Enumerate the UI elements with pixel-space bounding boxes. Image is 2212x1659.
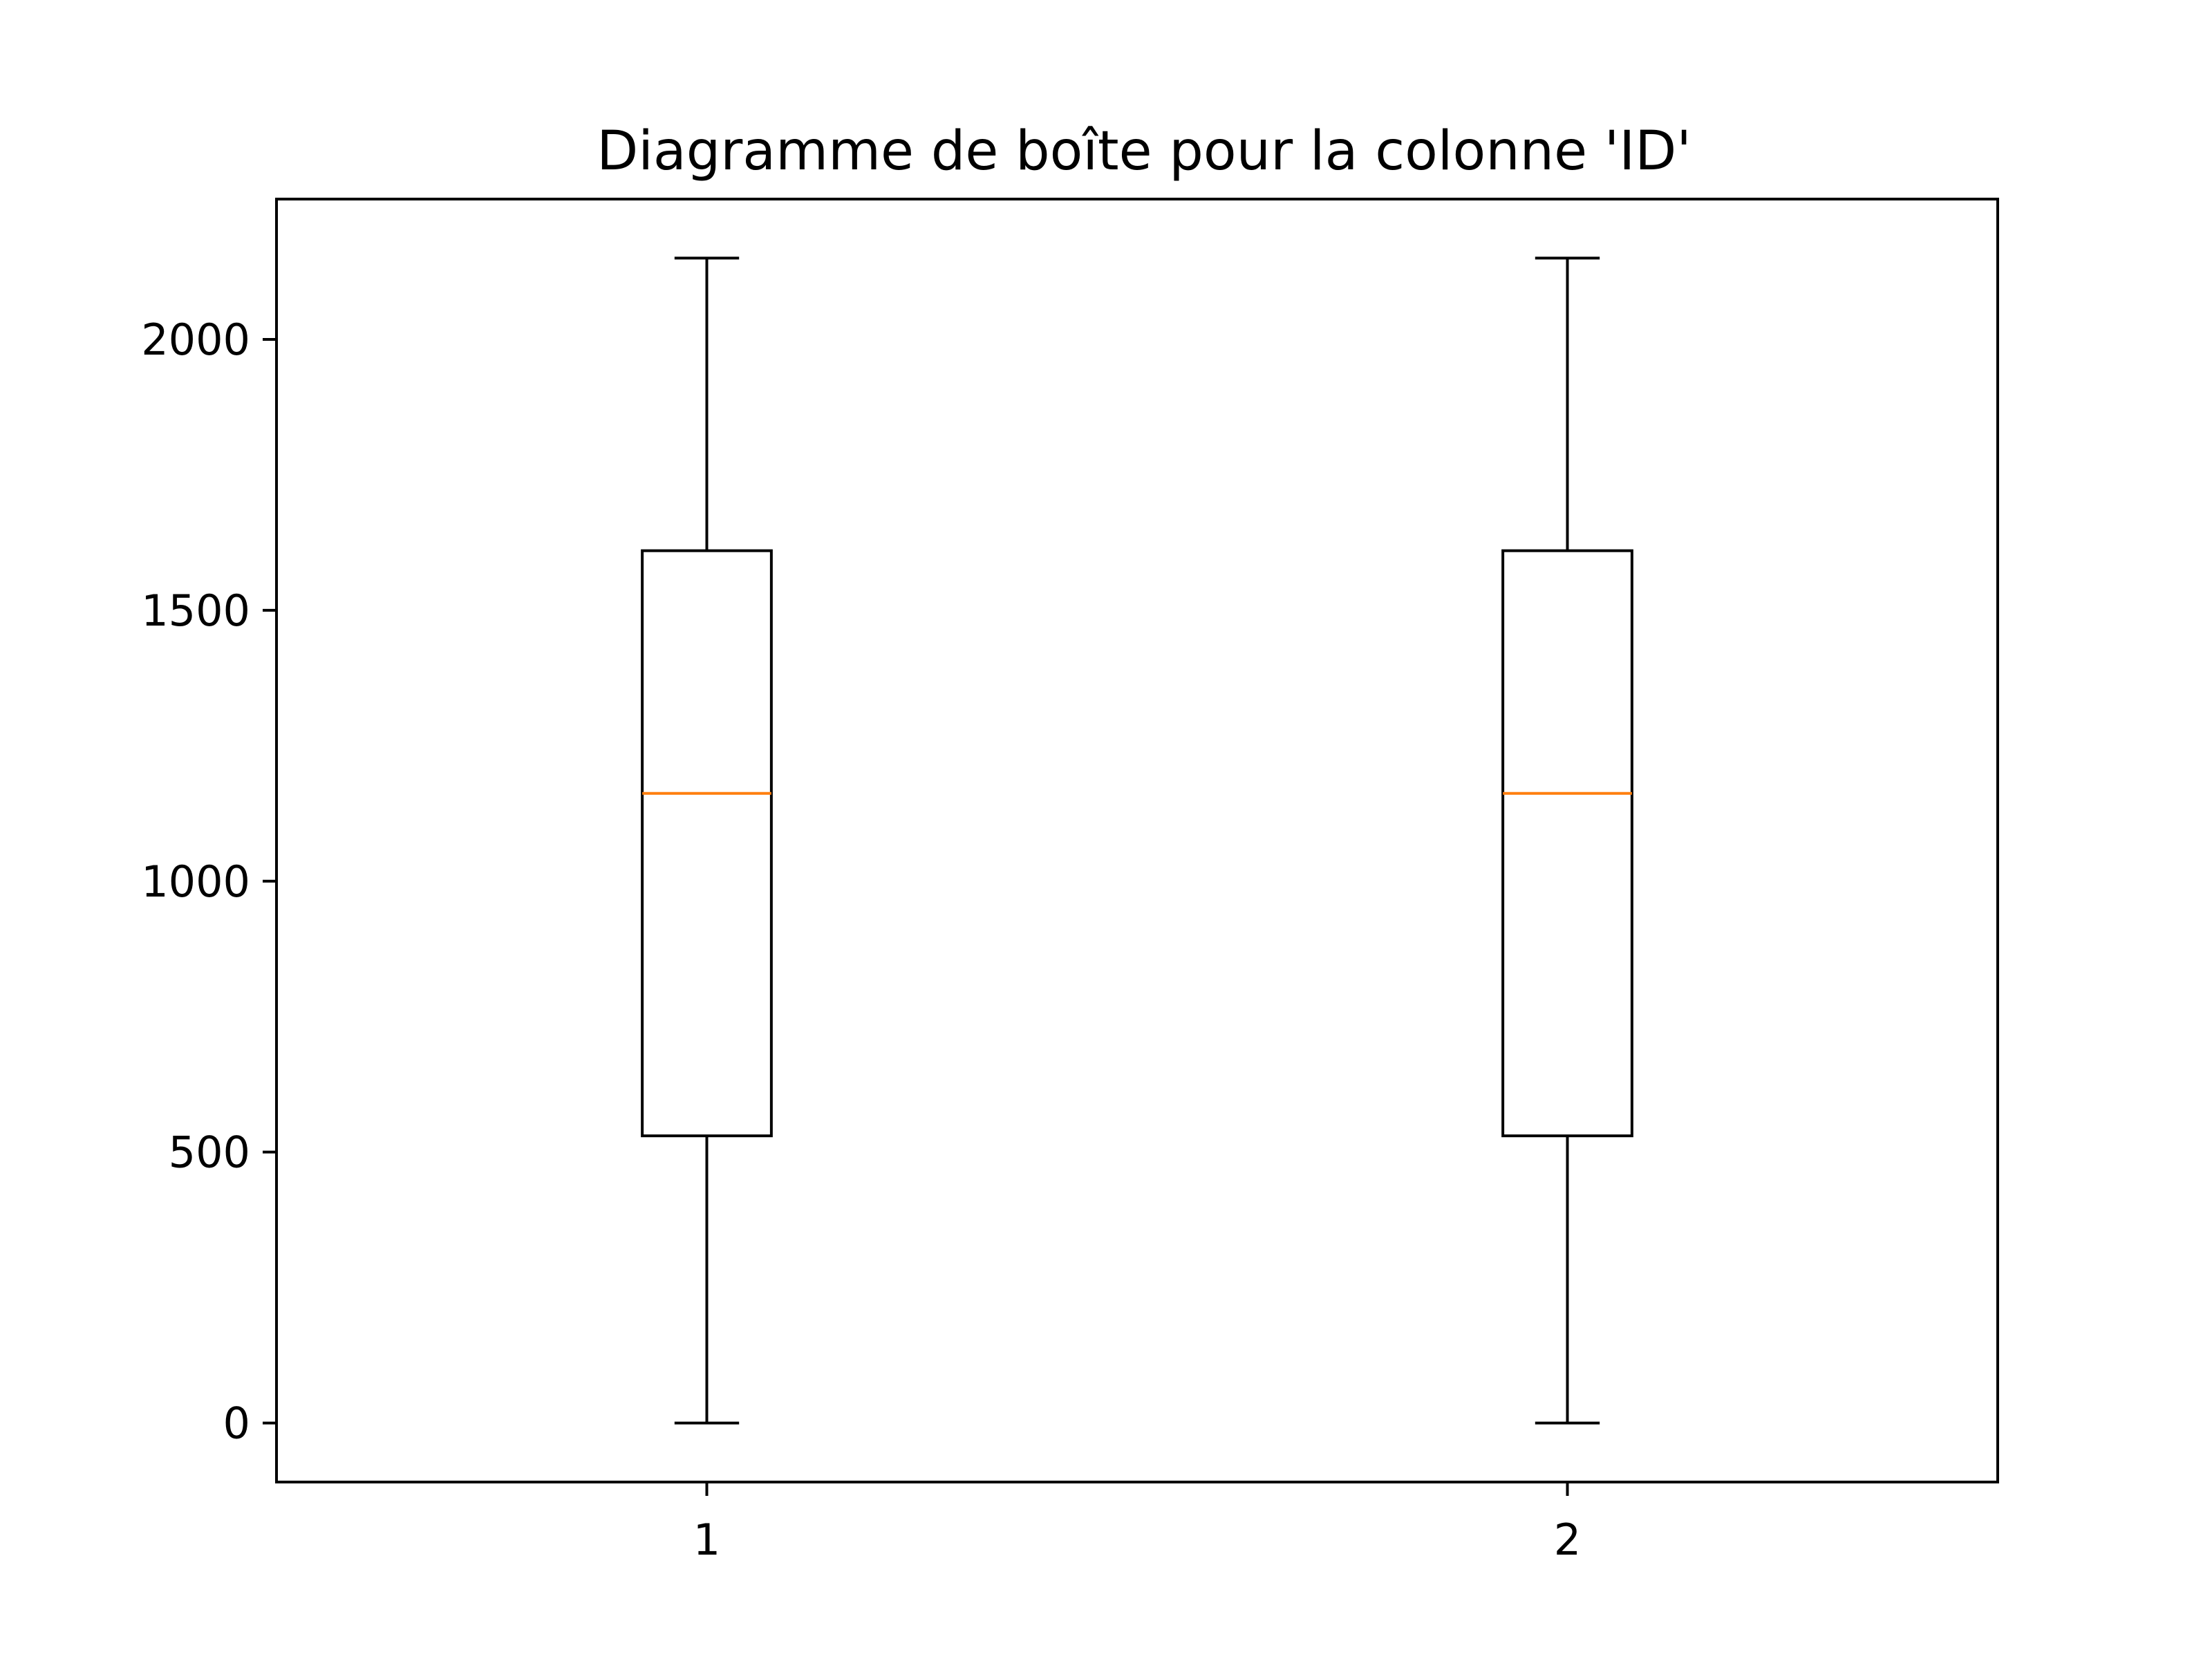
box-group-1 <box>641 256 773 1425</box>
y-tick-label: 0 <box>223 1398 250 1449</box>
interquartile-box <box>1501 549 1633 1138</box>
interquartile-box <box>641 549 773 1138</box>
x-tick-label: 1 <box>693 1515 720 1565</box>
plot-area-frame <box>275 198 1999 1483</box>
y-tick-label: 1500 <box>141 585 250 636</box>
chart-title: Diagramme de boîte pour la colonne 'ID' <box>597 120 1691 182</box>
y-tick-label: 2000 <box>141 315 250 365</box>
x-tick-label: 2 <box>1554 1515 1581 1565</box>
chart-marks <box>641 256 1633 1425</box>
y-tick-label: 500 <box>169 1127 250 1178</box>
box-group-2 <box>1501 256 1633 1425</box>
y-axis: 0 500 1000 1500 2000 <box>141 315 276 1449</box>
y-tick-label: 1000 <box>141 856 250 907</box>
